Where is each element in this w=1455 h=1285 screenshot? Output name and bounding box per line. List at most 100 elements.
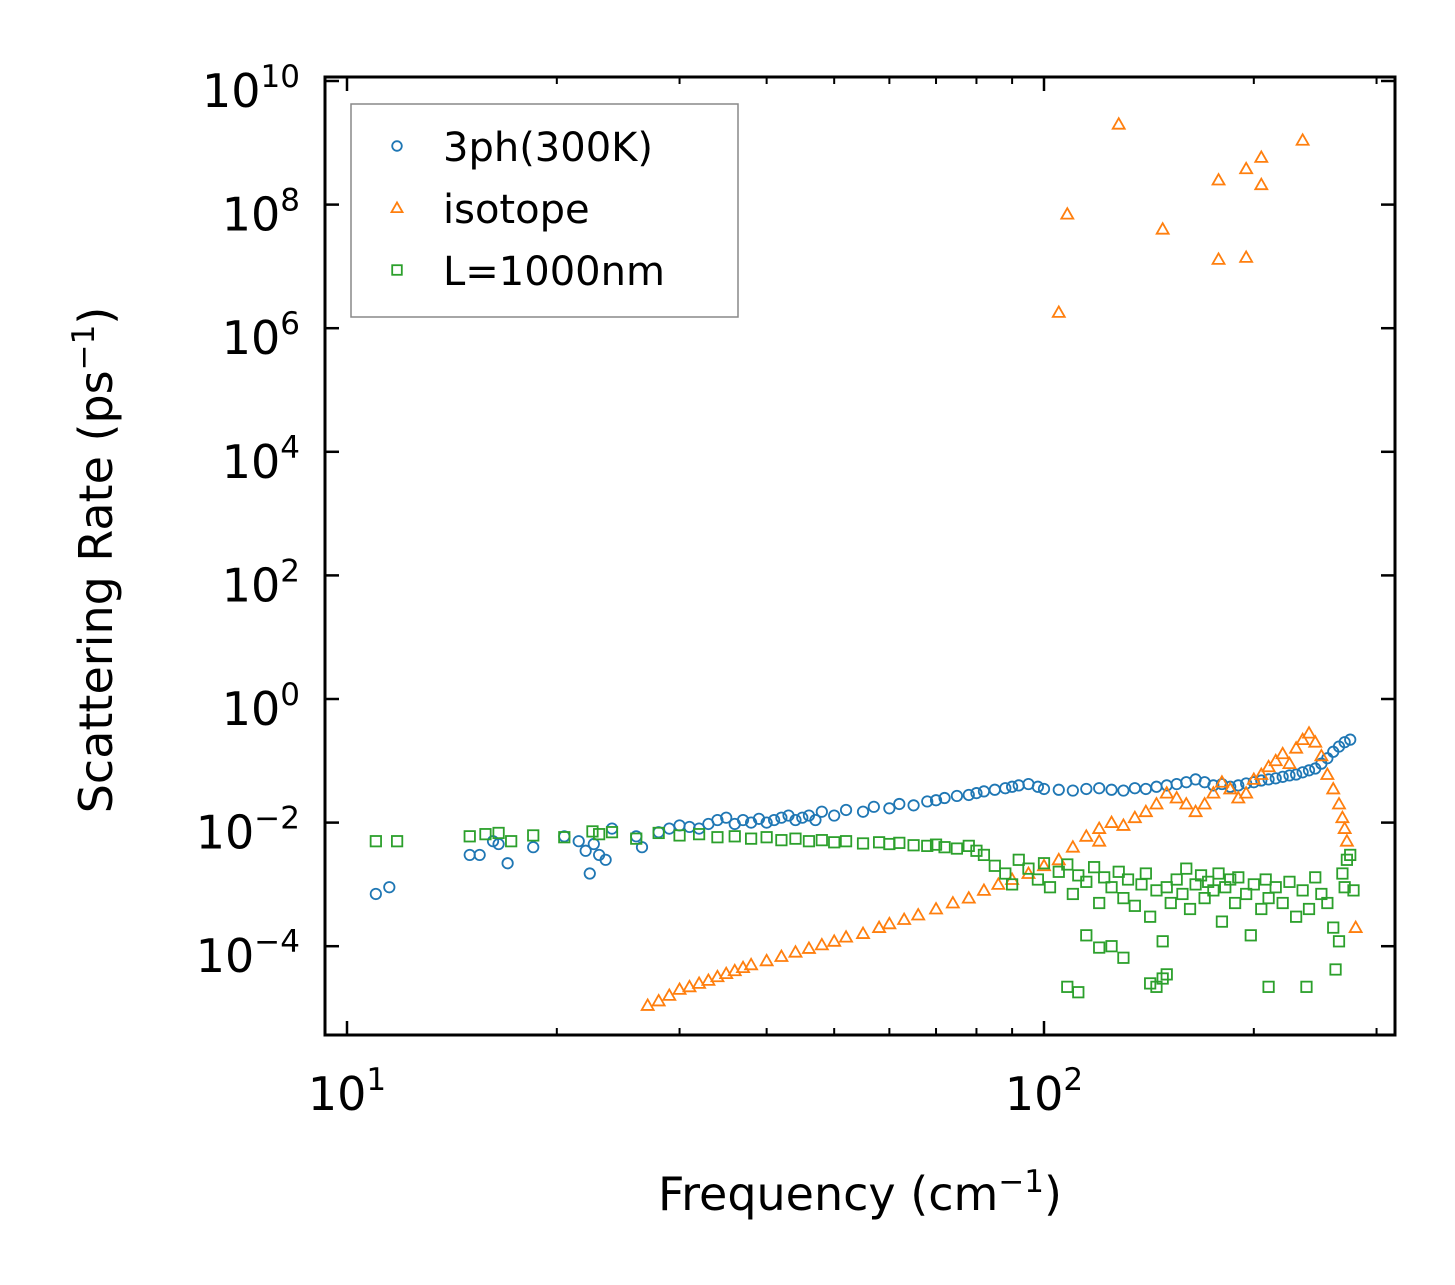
y-axis-title: Scattering Rate (ps−1): [66, 307, 123, 814]
data-point: [1117, 892, 1130, 905]
x-tick-label: 102: [1005, 1062, 1083, 1121]
data-point: [652, 826, 665, 840]
data-point: [1128, 782, 1141, 795]
data-point: [871, 919, 887, 933]
data-point: [1207, 884, 1220, 897]
data-point: [1309, 871, 1322, 884]
data-point: [1170, 777, 1183, 791]
data-point: [910, 907, 926, 921]
data-point: [773, 948, 789, 962]
y-tick-label: 10−4: [196, 924, 300, 983]
data-point: [1188, 803, 1204, 818]
data-point: [1197, 796, 1213, 810]
data-point: [1259, 873, 1272, 886]
data-point: [1238, 160, 1254, 175]
data-point: [587, 837, 600, 851]
data-point: [1334, 809, 1350, 824]
data-point: [1160, 881, 1173, 894]
data-point: [1255, 902, 1268, 916]
data-point: [838, 929, 854, 943]
data-point: [839, 803, 853, 817]
data-point: [1020, 865, 1037, 879]
plot-area-frame: [323, 75, 1397, 1037]
data-point: [1105, 940, 1118, 953]
data-point: [572, 835, 585, 848]
data-point: [1072, 986, 1085, 999]
data-point: [945, 895, 961, 909]
data-point: [1307, 734, 1323, 748]
data-point: [1348, 919, 1364, 933]
data-point: [929, 794, 943, 807]
data-point: [1281, 755, 1298, 770]
data-point: [787, 944, 804, 958]
data-point: [1139, 782, 1152, 796]
data-point: [640, 997, 656, 1011]
data-point: [1170, 873, 1183, 886]
data-point: [501, 857, 514, 870]
data-point: [1244, 929, 1257, 942]
data-point: [1065, 839, 1081, 853]
data-point: [1212, 867, 1225, 880]
data-point: [1066, 887, 1079, 901]
data-point: [1088, 861, 1101, 874]
data-point: [593, 828, 606, 841]
y-tick-label: 1010: [202, 59, 300, 118]
data-point: [1283, 769, 1296, 782]
data-point: [1061, 980, 1074, 993]
data-point: [605, 826, 619, 839]
data-point: [1156, 935, 1169, 948]
data-point: [1052, 783, 1065, 796]
data-point: [950, 789, 964, 803]
series-circle: [369, 733, 1357, 901]
data-point: [1150, 884, 1163, 897]
data-point: [743, 957, 759, 971]
data-point: [760, 816, 773, 829]
data-point: [867, 800, 880, 813]
legend-box: [350, 103, 739, 318]
data-point: [1121, 873, 1135, 886]
data-point: [873, 836, 886, 849]
data-point: [1276, 770, 1289, 783]
y-tick-label: 100: [222, 677, 300, 736]
legend-label: isotope: [443, 187, 590, 233]
data-point: [1006, 878, 1019, 891]
data-point: [1061, 858, 1074, 871]
data-point: [1036, 858, 1052, 872]
data-point: [1344, 848, 1357, 862]
data-point: [673, 829, 686, 842]
data-point: [990, 876, 1006, 890]
data-point: [789, 813, 802, 827]
data-point: [1313, 748, 1329, 762]
data-point: [736, 813, 750, 827]
data-point: [855, 925, 871, 939]
data-point: [1325, 781, 1341, 795]
data-point: [856, 805, 870, 818]
data-point: [391, 835, 404, 848]
data-point: [1164, 896, 1177, 910]
data-point: [1238, 785, 1254, 799]
data-point: [814, 937, 830, 951]
data-point: [463, 830, 476, 843]
data-point: [1215, 915, 1229, 928]
data-point: [1155, 221, 1171, 235]
data-point: [673, 819, 686, 832]
data-point: [1160, 968, 1173, 981]
data-point: [1078, 828, 1094, 842]
data-point: [976, 882, 992, 896]
data-point: [1207, 779, 1220, 792]
data-point: [977, 848, 991, 862]
data-point: [907, 839, 920, 852]
data-point: [1296, 884, 1309, 897]
data-point: [1093, 896, 1106, 910]
data-point: [692, 828, 706, 841]
data-point: [1117, 951, 1130, 964]
data-point: [1319, 766, 1335, 780]
data-point: [999, 867, 1012, 880]
data-point: [938, 841, 951, 854]
data-point: [1093, 941, 1106, 954]
data-point: [1128, 899, 1141, 912]
data-point: [1104, 814, 1120, 828]
data-point: [962, 788, 975, 802]
data-point: [1051, 304, 1067, 318]
data-point: [856, 837, 870, 850]
